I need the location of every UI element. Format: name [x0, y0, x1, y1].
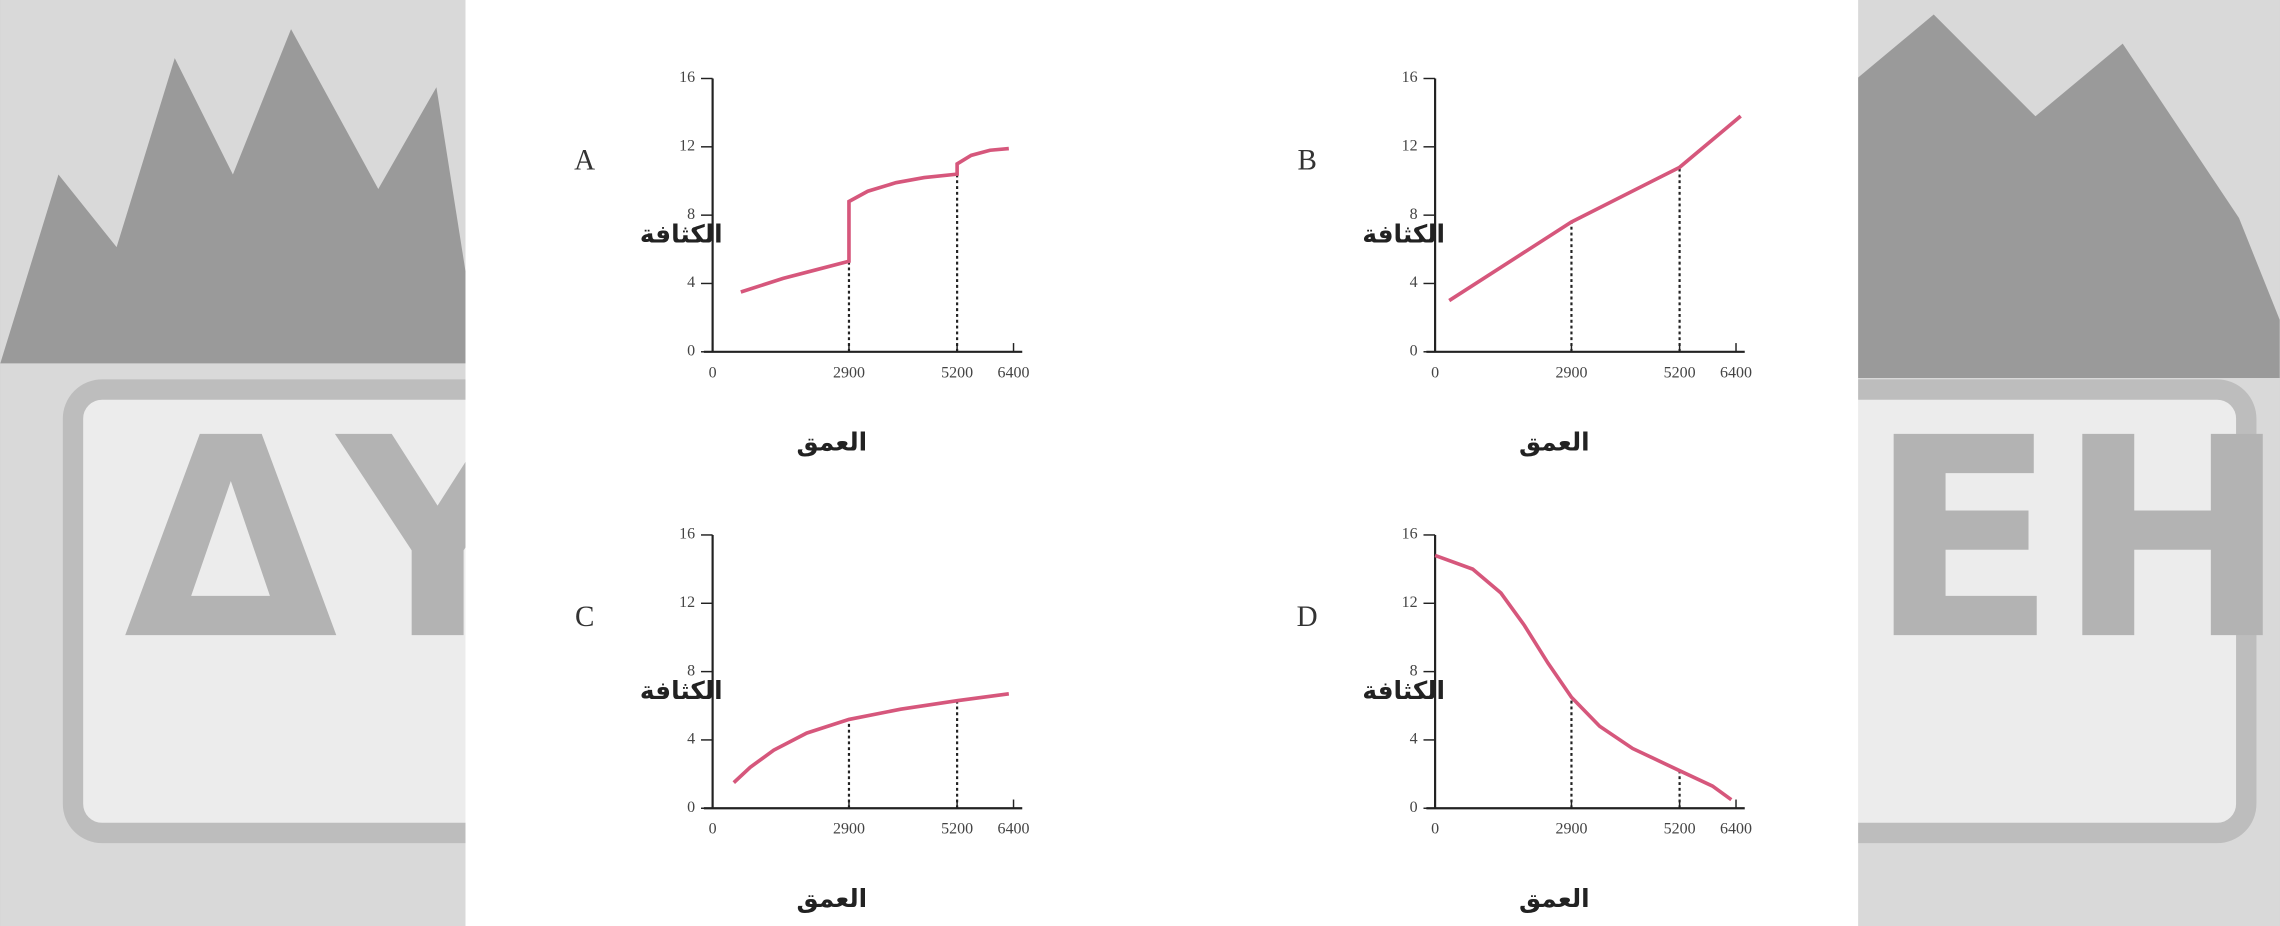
y-tick-label: 4	[687, 731, 695, 748]
data-line	[732, 692, 1010, 784]
y-tick-label: 8	[687, 206, 695, 223]
data-line	[740, 146, 1009, 294]
y-axis-label: الكثافة	[1362, 219, 1445, 248]
x-tick-label: 0	[709, 364, 717, 381]
x-axis-label: العمق	[1519, 884, 1590, 913]
x-tick-label: 0	[709, 821, 717, 838]
y-tick-label: 12	[679, 137, 695, 154]
y-axis-label: الكثافة	[640, 676, 723, 705]
y-tick-label: 4	[1410, 274, 1418, 291]
x-tick-label: 5200	[1664, 364, 1696, 381]
y-tick-label: 16	[1402, 69, 1418, 86]
y-tick-label: 16	[679, 526, 695, 543]
chart-label: B	[1297, 144, 1316, 176]
x-tick-label: 0	[1431, 364, 1439, 381]
y-tick-label: 12	[679, 594, 695, 611]
x-tick-label: 2900	[1555, 821, 1587, 838]
y-tick-label: 0	[1410, 342, 1418, 359]
y-axis-label: الكثافة	[1362, 676, 1445, 705]
x-tick-label: 5200	[941, 364, 973, 381]
y-tick-label: 8	[687, 662, 695, 679]
y-tick-label: 8	[1410, 662, 1418, 679]
y-tick-label: 0	[1410, 799, 1418, 816]
x-tick-label: 6400	[998, 821, 1030, 838]
watermark: EH	[1868, 380, 2280, 701]
y-axis-label: الكثافة	[640, 219, 723, 248]
y-tick-label: 16	[679, 69, 695, 86]
chart-label: C	[575, 601, 594, 633]
decor-mountain	[0, 29, 481, 364]
x-axis-label: العمق	[797, 427, 868, 456]
x-tick-label: 0	[1431, 821, 1439, 838]
x-axis-label: العمق	[797, 884, 868, 913]
x-tick-label: 6400	[1720, 821, 1752, 838]
x-tick-label: 6400	[998, 364, 1030, 381]
data-line	[1448, 114, 1742, 303]
x-tick-label: 5200	[1664, 821, 1696, 838]
data-line	[1434, 553, 1733, 802]
chart-label: A	[574, 144, 595, 176]
x-tick-label: 2900	[833, 821, 865, 838]
chart-label: D	[1297, 601, 1318, 633]
y-tick-label: 12	[1402, 137, 1418, 154]
x-tick-label: 2900	[1555, 364, 1587, 381]
y-tick-label: 0	[687, 799, 695, 816]
x-tick-label: 5200	[941, 821, 973, 838]
x-tick-label: 6400	[1720, 364, 1752, 381]
y-tick-label: 12	[1402, 594, 1418, 611]
y-tick-label: 0	[687, 342, 695, 359]
y-tick-label: 4	[687, 274, 695, 291]
panel	[465, 0, 1859, 926]
decor-mountain	[1846, 14, 2280, 378]
x-axis-label: العمق	[1519, 427, 1590, 456]
y-tick-label: 8	[1410, 206, 1418, 223]
y-tick-label: 16	[1402, 526, 1418, 543]
y-tick-label: 4	[1410, 731, 1418, 748]
x-tick-label: 2900	[833, 364, 865, 381]
